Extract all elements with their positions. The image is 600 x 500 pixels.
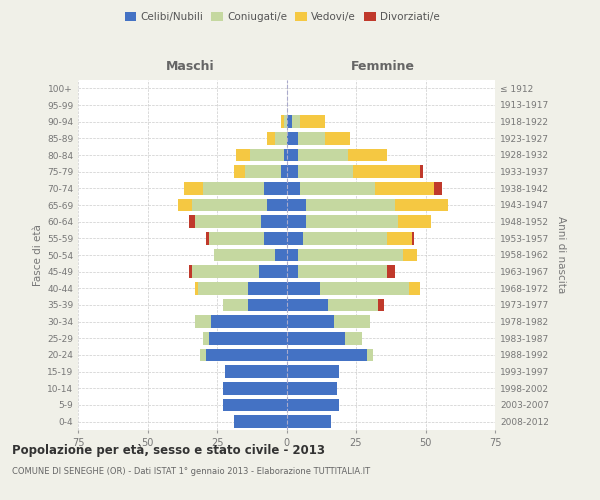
Bar bbox=[287, 416, 331, 428]
Bar bbox=[281, 116, 284, 128]
Bar bbox=[298, 132, 325, 144]
Bar bbox=[434, 182, 442, 194]
Bar bbox=[264, 182, 287, 194]
Bar bbox=[209, 332, 287, 344]
Bar bbox=[178, 198, 192, 211]
Bar bbox=[206, 349, 287, 361]
Bar bbox=[245, 166, 281, 178]
Bar bbox=[398, 216, 431, 228]
Bar bbox=[223, 298, 248, 311]
Legend: Celibi/Nubili, Coniugati/e, Vedovi/e, Divorziati/e: Celibi/Nubili, Coniugati/e, Vedovi/e, Di… bbox=[121, 8, 443, 26]
Bar bbox=[203, 332, 209, 344]
Bar bbox=[287, 232, 303, 244]
Bar bbox=[195, 216, 262, 228]
Bar bbox=[287, 282, 320, 294]
Bar bbox=[189, 266, 192, 278]
Bar bbox=[420, 166, 423, 178]
Text: COMUNE DI SENEGHE (OR) - Dati ISTAT 1° gennaio 2013 - Elaborazione TUTTITALIA.IT: COMUNE DI SENEGHE (OR) - Dati ISTAT 1° g… bbox=[12, 468, 370, 476]
Text: Femmine: Femmine bbox=[350, 60, 415, 73]
Bar bbox=[345, 332, 362, 344]
Bar bbox=[306, 198, 395, 211]
Bar bbox=[298, 266, 386, 278]
Bar bbox=[233, 166, 245, 178]
Bar bbox=[250, 149, 284, 161]
Bar bbox=[287, 382, 337, 394]
Bar bbox=[301, 116, 325, 128]
Bar bbox=[306, 216, 398, 228]
Bar bbox=[203, 182, 264, 194]
Bar bbox=[195, 316, 211, 328]
Bar bbox=[287, 366, 340, 378]
Bar bbox=[195, 282, 197, 294]
Bar bbox=[409, 282, 420, 294]
Bar bbox=[267, 198, 287, 211]
Bar bbox=[233, 416, 287, 428]
Bar bbox=[403, 248, 417, 261]
Bar bbox=[287, 349, 367, 361]
Bar bbox=[287, 198, 306, 211]
Bar bbox=[267, 132, 275, 144]
Bar bbox=[209, 232, 264, 244]
Bar bbox=[281, 166, 287, 178]
Bar bbox=[259, 266, 287, 278]
Bar bbox=[287, 332, 345, 344]
Bar bbox=[262, 216, 287, 228]
Bar bbox=[353, 166, 420, 178]
Bar bbox=[325, 132, 350, 144]
Bar bbox=[287, 149, 298, 161]
Text: Popolazione per età, sesso e stato civile - 2013: Popolazione per età, sesso e stato civil… bbox=[12, 444, 325, 457]
Bar bbox=[275, 132, 287, 144]
Bar bbox=[206, 232, 209, 244]
Bar bbox=[284, 149, 287, 161]
Bar bbox=[328, 298, 378, 311]
Bar bbox=[226, 366, 287, 378]
Bar bbox=[298, 166, 353, 178]
Bar bbox=[197, 282, 248, 294]
Bar bbox=[287, 298, 328, 311]
Bar bbox=[192, 266, 259, 278]
Bar bbox=[287, 166, 298, 178]
Bar bbox=[395, 198, 448, 211]
Bar bbox=[298, 149, 347, 161]
Bar bbox=[386, 266, 395, 278]
Bar bbox=[301, 182, 376, 194]
Bar bbox=[334, 316, 370, 328]
Bar bbox=[320, 282, 409, 294]
Bar bbox=[287, 182, 301, 194]
Bar bbox=[298, 248, 403, 261]
Bar bbox=[223, 399, 287, 411]
Bar bbox=[287, 248, 298, 261]
Bar bbox=[412, 232, 415, 244]
Bar bbox=[376, 182, 434, 194]
Bar bbox=[287, 316, 334, 328]
Bar bbox=[303, 232, 386, 244]
Bar bbox=[200, 349, 206, 361]
Bar bbox=[248, 282, 287, 294]
Bar bbox=[223, 382, 287, 394]
Bar bbox=[287, 116, 292, 128]
Y-axis label: Fasce di età: Fasce di età bbox=[33, 224, 43, 286]
Bar bbox=[211, 316, 287, 328]
Text: Maschi: Maschi bbox=[166, 60, 215, 73]
Bar bbox=[248, 298, 287, 311]
Bar bbox=[214, 248, 275, 261]
Bar bbox=[264, 232, 287, 244]
Bar bbox=[236, 149, 250, 161]
Bar bbox=[275, 248, 287, 261]
Bar bbox=[367, 349, 373, 361]
Bar bbox=[184, 182, 203, 194]
Bar bbox=[284, 116, 287, 128]
Bar bbox=[347, 149, 386, 161]
Bar bbox=[292, 116, 301, 128]
Bar bbox=[189, 216, 195, 228]
Bar bbox=[287, 399, 340, 411]
Bar bbox=[287, 216, 306, 228]
Bar bbox=[287, 266, 298, 278]
Bar bbox=[287, 132, 298, 144]
Bar bbox=[386, 232, 412, 244]
Bar bbox=[378, 298, 384, 311]
Y-axis label: Anni di nascita: Anni di nascita bbox=[556, 216, 566, 294]
Bar bbox=[192, 198, 267, 211]
